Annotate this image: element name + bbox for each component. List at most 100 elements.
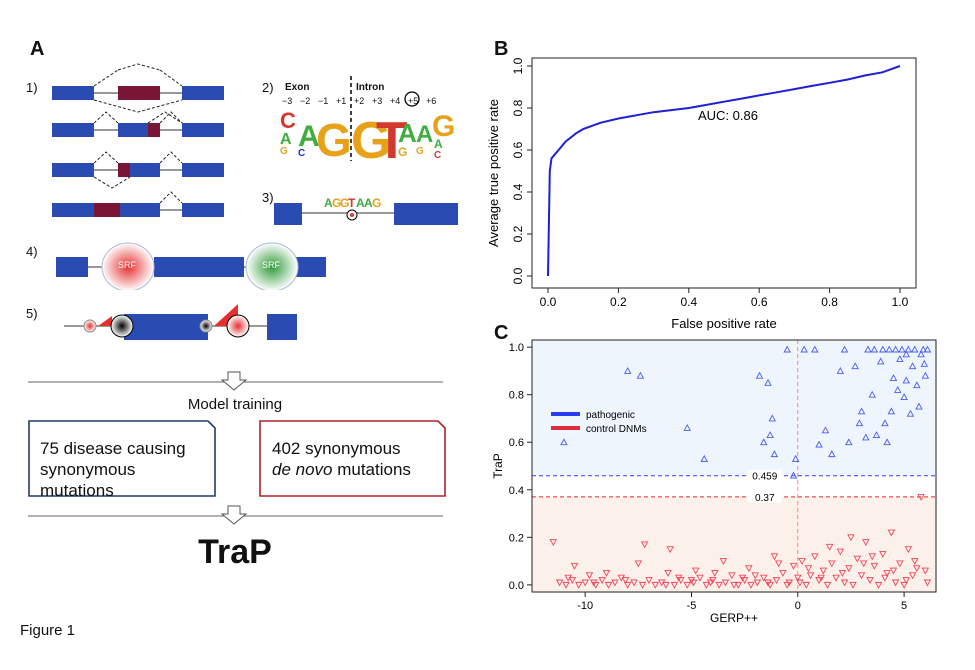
control-point: [753, 579, 762, 587]
pathogenic-point: [840, 345, 849, 353]
pathogenic-point: [915, 402, 923, 410]
pathogenic-point: [789, 471, 798, 479]
control-point: [896, 560, 904, 568]
threshold-label: 0.37: [755, 493, 775, 504]
splice-row-4: [52, 191, 224, 217]
control-point: [845, 565, 853, 573]
pathogenic-point: [855, 419, 864, 427]
scatter-x-tick-label: -5: [687, 600, 697, 612]
pathogenic-point: [811, 345, 819, 353]
splice-row-2: [52, 111, 224, 137]
pathogenic-set-line2: synonymous mutations: [40, 460, 136, 500]
pathogenic-point: [876, 357, 885, 365]
control-point: [910, 558, 919, 566]
pathogenic-point: [755, 371, 764, 379]
pathogenic-point: [872, 431, 881, 439]
pathogenic-point: [900, 393, 908, 401]
svg-text:T: T: [348, 196, 356, 210]
control-point: [640, 541, 649, 549]
legend-label-pathogenic: pathogenic: [586, 410, 635, 421]
control-point: [611, 579, 619, 587]
control-point: [585, 572, 594, 580]
control-point: [662, 581, 670, 589]
svg-text:A: A: [364, 196, 373, 210]
svg-text:A: A: [356, 196, 365, 210]
exon-feature-diagram: [64, 304, 297, 340]
scatter-x-tick-label: 0: [795, 600, 801, 612]
splice-row-3: [52, 151, 224, 189]
pathogenic-point: [879, 345, 887, 353]
control-point: [570, 562, 579, 570]
control-point: [764, 579, 772, 587]
panel-a-letter: A: [30, 38, 45, 60]
control-point: [581, 579, 589, 587]
logo-position: +5: [408, 96, 419, 106]
control-point: [870, 562, 879, 570]
control-point: [874, 581, 883, 589]
splice-row-1: [52, 63, 224, 113]
pathogenic-set-line1: 75 disease causing: [40, 439, 186, 458]
control-point: [868, 553, 876, 561]
control-point: [711, 570, 719, 577]
control-point: [802, 581, 811, 589]
pathogenic-point: [623, 366, 632, 374]
scatter-y-tick-label: 0.6: [509, 437, 524, 449]
control-point: [630, 579, 638, 587]
pathogenic-point: [904, 345, 913, 353]
control-point: [702, 581, 711, 589]
svg-text:G: G: [351, 112, 391, 164]
control-point: [651, 581, 660, 589]
pathogenic-set-box: 75 disease causing synonymous mutations: [30, 430, 220, 509]
control-point: [904, 546, 913, 554]
logo-position-row: −3 −2 −1 +1 +2 +3 +4 +5 +6: [282, 96, 452, 106]
step-4-label: 4): [26, 244, 38, 259]
control-point: [806, 572, 815, 580]
roc-x-tick-label: 0.6: [751, 295, 768, 309]
control-point: [745, 565, 753, 573]
pathogenic-point: [919, 345, 928, 353]
pathogenic-point: [636, 371, 645, 379]
control-point: [887, 529, 896, 537]
control-point: [889, 567, 898, 575]
control-point: [568, 577, 577, 585]
pathogenic-point: [896, 355, 904, 362]
logo-position: +2: [354, 96, 365, 106]
svg-text:A: A: [434, 137, 443, 151]
pathogenic-point: [862, 433, 870, 441]
control-point: [555, 579, 564, 587]
svg-text:G: G: [340, 196, 349, 210]
roc-x-tick-label: 0.2: [610, 295, 627, 309]
svg-text:A: A: [324, 196, 333, 210]
logo-position: +4: [390, 96, 401, 106]
trap-title: TraP: [198, 533, 272, 571]
control-point: [923, 579, 932, 587]
model-training-lines: [28, 371, 443, 525]
logo-position: −3: [282, 96, 293, 106]
control-point: [849, 581, 857, 589]
exon-intron-logo-diagram: A G G T A A G: [274, 196, 458, 225]
control-point: [730, 581, 738, 589]
trap-scatter-chart: 0.459 0.37 -10 -5 0 5 0.0 0.2 0.4 0.6 0.8 1.0 pat…: [491, 339, 937, 625]
threshold-label-bg: [747, 490, 782, 503]
pathogenic-point: [902, 350, 910, 358]
control-point: [738, 574, 747, 582]
control-point: [604, 581, 613, 589]
svg-text:G: G: [398, 145, 407, 159]
pathogenic-point: [791, 454, 800, 462]
legend-label-control: control DNMs: [586, 424, 647, 435]
control-point: [836, 548, 845, 556]
roc-y-tick-label: 1.0: [511, 57, 525, 74]
control-point: [883, 570, 891, 577]
control-point: [881, 574, 889, 582]
control-point: [779, 570, 787, 577]
control-point: [774, 560, 783, 568]
step-3-label: 3): [262, 190, 274, 205]
threshold-label-bg: [747, 469, 782, 482]
pathogenic-point: [891, 345, 900, 353]
svg-text:G: G: [432, 110, 455, 143]
scatter-legend: pathogenic control DNMs: [551, 410, 647, 435]
scatter-y-tick-label: 0.2: [509, 532, 524, 544]
logo-exon-label: Exon: [285, 82, 310, 93]
control-point: [664, 570, 672, 577]
pathogenic-point: [857, 407, 866, 415]
